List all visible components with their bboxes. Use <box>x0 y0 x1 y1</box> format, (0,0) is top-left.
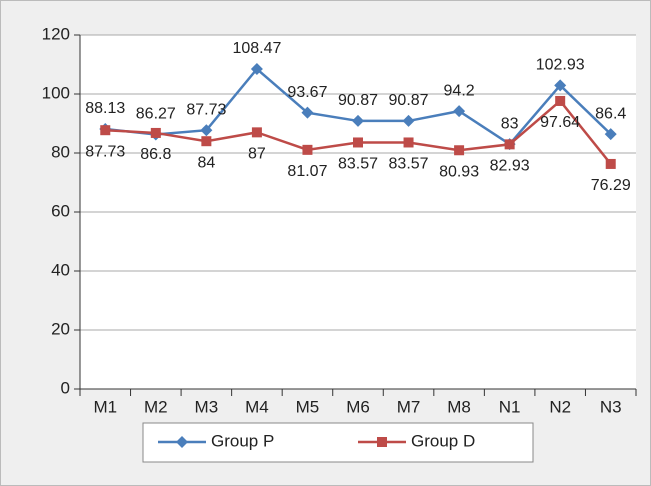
data-label: 84 <box>197 154 215 171</box>
marker <box>377 437 387 447</box>
marker <box>201 136 212 147</box>
marker <box>301 106 314 119</box>
x-tick-label: N2 <box>549 397 571 416</box>
data-label: 93.67 <box>287 84 327 101</box>
x-tick-label: M3 <box>195 397 219 416</box>
y-tick-label: 100 <box>42 83 70 102</box>
marker <box>403 137 414 148</box>
y-tick-label: 20 <box>51 319 70 338</box>
data-label: 86.8 <box>140 146 171 163</box>
data-label: 80.93 <box>439 163 479 180</box>
marker <box>250 63 263 76</box>
data-label: 83.57 <box>338 156 378 173</box>
y-tick-label: 120 <box>42 24 70 43</box>
y-tick-label: 40 <box>51 260 70 279</box>
marker <box>150 127 161 138</box>
y-tick-label: 0 <box>61 378 70 397</box>
marker <box>555 95 566 106</box>
marker <box>100 125 111 136</box>
data-label: 82.93 <box>490 158 530 175</box>
data-label: 76.29 <box>591 177 631 194</box>
x-tick-label: M8 <box>447 397 471 416</box>
x-tick-label: M5 <box>296 397 320 416</box>
y-tick-label: 60 <box>51 201 70 220</box>
data-label: 102.93 <box>536 57 585 74</box>
marker <box>353 137 363 148</box>
marker <box>604 128 617 141</box>
data-label: 88.13 <box>85 100 125 117</box>
x-tick-label: M1 <box>93 397 117 416</box>
data-label: 90.87 <box>389 92 429 109</box>
marker <box>605 158 616 169</box>
marker <box>302 144 313 155</box>
data-label: 83 <box>501 115 519 132</box>
data-label: 108.47 <box>232 40 281 57</box>
marker <box>200 124 213 137</box>
marker <box>251 127 262 138</box>
data-label: 83.57 <box>389 156 429 173</box>
data-label: 86.4 <box>595 105 626 122</box>
marker <box>402 114 415 127</box>
data-label: 81.07 <box>287 163 327 180</box>
marker <box>453 105 466 118</box>
data-label: 97.64 <box>540 114 580 131</box>
x-tick-label: M2 <box>144 397 168 416</box>
data-label: 90.87 <box>338 92 378 109</box>
marker <box>554 79 567 92</box>
marker <box>454 145 465 156</box>
y-tick-label: 80 <box>51 142 70 161</box>
data-label: 87 <box>248 146 266 163</box>
legend <box>142 422 534 463</box>
x-tick-label: M6 <box>346 397 370 416</box>
marker <box>352 114 364 127</box>
x-tick-label: N3 <box>600 397 622 416</box>
x-tick-label: N1 <box>499 397 521 416</box>
data-label: 87.73 <box>186 101 226 118</box>
x-tick-label: M7 <box>397 397 421 416</box>
marker <box>504 139 515 150</box>
x-tick-label: M4 <box>245 397 269 416</box>
legend-label: Group D <box>411 431 475 450</box>
data-label: 94.2 <box>444 82 475 99</box>
data-label: 87.73 <box>85 143 125 160</box>
marker <box>176 436 188 448</box>
legend-label: Group P <box>211 431 274 450</box>
data-label: 86.27 <box>136 106 176 123</box>
